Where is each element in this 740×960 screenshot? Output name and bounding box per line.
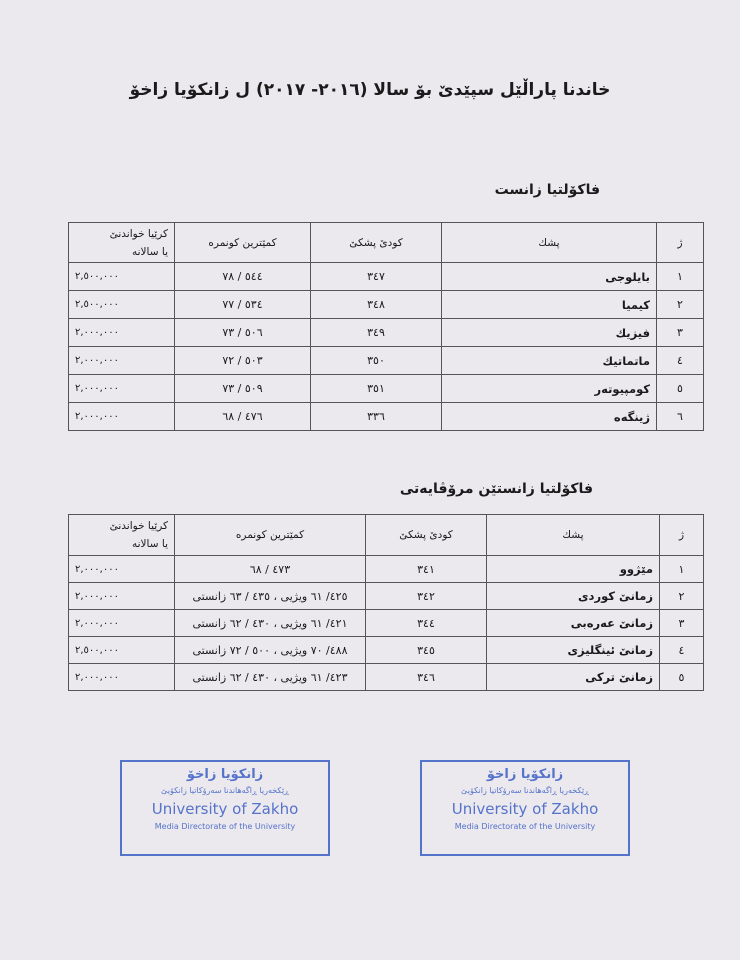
stamp-text: Media Directorate of the University: [454, 822, 596, 831]
cell-dept: بایلوجی: [441, 262, 657, 291]
table-row: ٦ ژینگەه ٣٣٦ ٤٧٦ / ٦٨ ٢,٠٠٠,٠٠٠: [68, 402, 704, 431]
cell-fee: ٢,٠٠٠,٠٠٠: [68, 555, 175, 583]
cell-dept: زمانێ تركی: [486, 663, 660, 691]
cell-grade: ٤٧٦ / ٦٨: [174, 402, 311, 431]
cell-fee: ٢,٥٠٠,٠٠٠: [68, 636, 175, 664]
science-table: ژ پشك كودێ پشكێ كمێترین كونمره كرێیا خوا…: [68, 222, 704, 431]
cell-no: ٤: [656, 346, 704, 375]
cell-grade: ٥٤٤ / ٧٨: [174, 262, 311, 291]
cell-code: ٣٣٦: [310, 402, 442, 431]
cell-fee: ٢,٠٠٠,٠٠٠: [68, 402, 175, 431]
cell-dept: زمانێ ئینگلیزی: [486, 636, 660, 664]
cell-no: ٢: [656, 290, 704, 319]
cell-fee: ٢,٠٠٠,٠٠٠: [68, 582, 175, 610]
table-row: ١ مێژوو ٣٤١ ٤٧٣ / ٦٨ ٢,٠٠٠,٠٠٠: [68, 555, 704, 583]
cell-code: ٣٤٤: [365, 609, 487, 637]
cell-no: ٣: [656, 318, 704, 347]
table-row: ٣ فیزیك ٣٤٩ ٥٠٦ / ٧٣ ٢,٠٠٠,٠٠٠: [68, 318, 704, 347]
stamp-text: زانكۆیا زاخۆ: [486, 767, 564, 782]
table-row: ٢ كیمیا ٣٤٨ ٥٣٤ / ٧٧ ٢,٥٠٠,٠٠٠: [68, 290, 704, 319]
cell-no: ٤: [659, 636, 704, 664]
table-row: ٣ زمانێ عەرەبی ٣٤٤ ٤٢١/ ٦١ ویژیی ، ٤٣٠ / ٦٢…: [68, 609, 704, 637]
cell-grade: ٤٢١/ ٦١ ویژیی ، ٤٣٠ / ٦٢ زانستی: [174, 609, 366, 637]
stamp-text: ڕێكخەریا ڕاگەهاندنا سەرۆكاتیا زانكۆیێ: [461, 786, 589, 795]
cell-grade: ٥٠٦ / ٧٣: [174, 318, 311, 347]
cell-no: ٥: [659, 663, 704, 691]
cell-fee: ٢,٥٠٠,٠٠٠: [68, 290, 175, 319]
cell-dept: مێژوو: [486, 555, 660, 583]
table-row: ٥ كومپیوتەر ٣٥١ ٥٠٩ / ٧٣ ٢,٠٠٠,٠٠٠: [68, 374, 704, 403]
header-dept: پشك: [441, 222, 657, 263]
header-no: ژ: [659, 514, 704, 556]
university-stamp: زانكۆیا زاخۆ ڕێكخەریا ڕاگەهاندنا سەرۆكات…: [420, 760, 630, 856]
cell-grade: ٥٣٤ / ٧٧: [174, 290, 311, 319]
cell-no: ٣: [659, 609, 704, 637]
table-row: ١ بایلوجی ٣٤٧ ٥٤٤ / ٧٨ ٢,٥٠٠,٠٠٠: [68, 262, 704, 291]
cell-code: ٣٤٦: [365, 663, 487, 691]
section-title-humanities: فاكۆلتیا زانستێن مرۆڤایەتی: [399, 481, 593, 497]
table-row: ٤ زمانێ ئینگلیزی ٣٤٥ ٤٨٨/ ٧٠ ویژیی ، ٥٠٠ / …: [68, 636, 704, 664]
cell-code: ٣٤١: [365, 555, 487, 583]
cell-grade: ٥٠٩ / ٧٣: [174, 374, 311, 403]
cell-no: ٦: [656, 402, 704, 431]
cell-dept: كومپیوتەر: [441, 374, 657, 403]
cell-code: ٣٤٢: [365, 582, 487, 610]
cell-no: ١: [659, 555, 704, 583]
cell-code: ٣٥١: [310, 374, 442, 403]
stamp-text: University of Zakho: [451, 800, 599, 818]
cell-code: ٣٤٧: [310, 262, 442, 291]
cell-dept: ژینگەه: [441, 402, 657, 431]
header-grade: كمێترین كونمره: [174, 514, 366, 556]
university-stamp: زانكۆیا زاخۆ ڕێكخەریا ڕاگەهاندنا سەرۆكات…: [120, 760, 330, 856]
stamp-text: ڕێكخەریا ڕاگەهاندنا سەرۆكاتیا زانكۆیێ: [161, 786, 289, 795]
section-title-science: فاكۆلتیا زانست: [494, 182, 600, 198]
header-code: كودێ پشكێ: [310, 222, 442, 263]
stamp-text: زانكۆیا زاخۆ: [186, 767, 264, 782]
cell-code: ٣٤٩: [310, 318, 442, 347]
cell-fee: ٢,٠٠٠,٠٠٠: [68, 346, 175, 375]
cell-grade: ٤٧٣ / ٦٨: [174, 555, 366, 583]
cell-code: ٣٤٨: [310, 290, 442, 319]
cell-code: ٣٥٠: [310, 346, 442, 375]
cell-dept: زمانێ كوردی: [486, 582, 660, 610]
cell-no: ١: [656, 262, 704, 291]
table-row: ٢ زمانێ كوردی ٣٤٢ ٤٢٥/ ٦١ ویژیی ، ٤٣٥ / ٦٣ …: [68, 582, 704, 610]
cell-fee: ٢,٥٠٠,٠٠٠: [68, 262, 175, 291]
cell-grade: ٤٨٨/ ٧٠ ویژیی ، ٥٠٠ / ٧٢ زانستی: [174, 636, 366, 664]
cell-dept: ماتماتیك: [441, 346, 657, 375]
header-fee: كرێیا خواندنێ یا سالانه: [68, 514, 175, 556]
cell-fee: ٢,٠٠٠,٠٠٠: [68, 609, 175, 637]
stamp-text: Media Directorate of the University: [154, 822, 296, 831]
cell-fee: ٢,٠٠٠,٠٠٠: [68, 374, 175, 403]
cell-dept: فیزیك: [441, 318, 657, 347]
cell-dept: زمانێ عەرەبی: [486, 609, 660, 637]
cell-code: ٣٤٥: [365, 636, 487, 664]
cell-grade: ٤٢٣/ ٦١ ویژیی ، ٤٣٠ / ٦٢ زانستی: [174, 663, 366, 691]
header-grade: كمێترین كونمره: [174, 222, 311, 263]
cell-no: ٥: [656, 374, 704, 403]
header-dept: پشك: [486, 514, 660, 556]
document-title: خاندنا پاراڵێل سپێدێ بۆ سالا (٢٠١٦- ٢٠١٧…: [129, 80, 611, 100]
cell-fee: ٢,٠٠٠,٠٠٠: [68, 663, 175, 691]
humanities-table: ژ پشك كودێ پشكێ كمێترین كونمره كرێیا خوا…: [68, 514, 704, 691]
table-row: ٥ زمانێ تركی ٣٤٦ ٤٢٣/ ٦١ ویژیی ، ٤٣٠ / ٦٢ ز…: [68, 663, 704, 691]
cell-fee: ٢,٠٠٠,٠٠٠: [68, 318, 175, 347]
stamp-text: University of Zakho: [151, 800, 299, 818]
table-row: ٤ ماتماتیك ٣٥٠ ٥٠٣ / ٧٢ ٢,٠٠٠,٠٠٠: [68, 346, 704, 375]
cell-no: ٢: [659, 582, 704, 610]
header-fee: كرێیا خواندنێ یا سالانه: [68, 222, 175, 263]
cell-grade: ٤٢٥/ ٦١ ویژیی ، ٤٣٥ / ٦٣ زانستی: [174, 582, 366, 610]
header-code: كودێ پشكێ: [365, 514, 487, 556]
header-no: ژ: [656, 222, 704, 263]
cell-dept: كیمیا: [441, 290, 657, 319]
cell-grade: ٥٠٣ / ٧٢: [174, 346, 311, 375]
